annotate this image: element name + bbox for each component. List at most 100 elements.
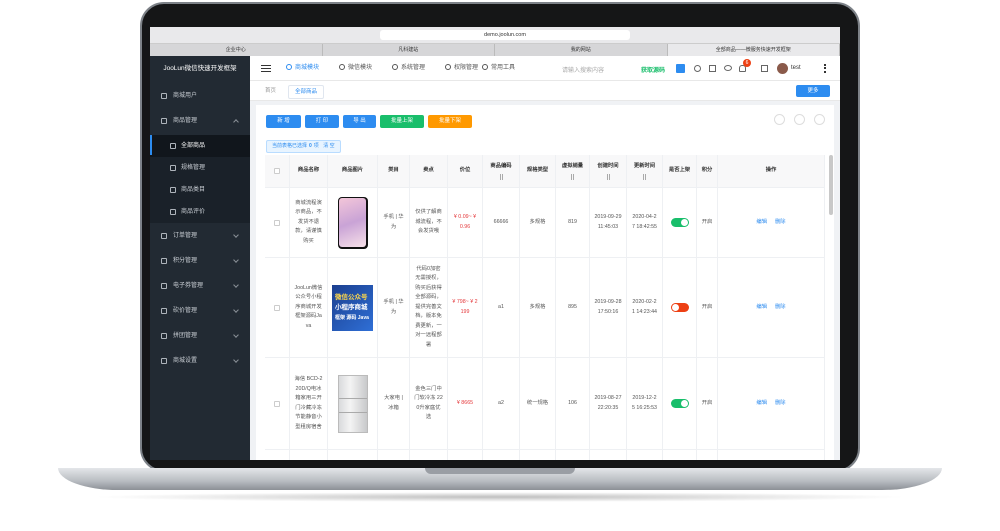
menu-item[interactable]: 电子券管理 [150,276,250,296]
sort-icon[interactable] [643,173,646,180]
chevron [233,119,239,125]
delete-link[interactable]: 删除 [775,218,786,225]
sales: 895 [568,303,577,310]
module-link[interactable]: 权限管理 [445,56,478,81]
table-cell: 895 [556,258,590,358]
menu-toggle[interactable] [261,65,271,72]
url-bar[interactable]: demo.joolun.com [380,30,630,40]
menu-item[interactable]: 拼团管理 [150,326,250,346]
chevron [233,257,239,263]
laptop-shadow [90,492,910,502]
sidebar: JooLun微信快速开发框架 商城用户 商品管理 全部商品 规格管理 商品类目 商品评价订… [150,56,250,460]
toolbar-button[interactable]: 批量上架 [380,115,424,128]
notification[interactable] [739,65,746,72]
table-cell: 开启 [697,358,718,450]
table-cell: 大家电 | 冰箱 [378,358,410,450]
module-link[interactable]: 常用工具 [482,56,515,81]
browser-tab[interactable]: 凡科建站 [323,44,495,56]
menu-item[interactable]: 商品管理 [150,111,250,131]
submenu-item[interactable]: 商品评价 [150,201,250,223]
icon[interactable] [694,65,701,72]
clear-link[interactable]: 清 空 [323,143,335,149]
density-button[interactable] [794,114,805,125]
name: 商城流程演示商品，不发货不退款，请谨慎购买 [295,199,322,244]
header-cell: 虚拟销量 [556,155,590,188]
module-link[interactable]: 微信模块 [339,56,372,81]
chevron [233,357,239,363]
delete-link[interactable]: 删除 [775,399,786,406]
checkbox[interactable] [274,219,280,226]
more-button[interactable]: 更多 [796,85,830,97]
selection-unit: 项 [313,143,319,149]
sales: 106 [568,399,577,406]
table-cell: 代码0加密无需授权，购买后获得全部源码，提供完善文档，版本免费更新，一对一远程部… [410,258,448,358]
menu-icon [170,209,176,215]
search-input[interactable]: 请输入搜索内容 [562,68,605,74]
table-cell: JooLun微信公众号小程序商城开发框架源码Java [290,258,328,358]
column-title: 卖点 [423,167,434,174]
sort-icon[interactable] [499,173,503,180]
page-tab[interactable]: 首页 [265,88,277,94]
menu-item[interactable]: 积分管理 [150,251,250,271]
status-toggle[interactable] [670,303,689,312]
submenu-item[interactable]: 全部商品 [150,135,250,157]
edit-link[interactable]: 编辑 [756,399,767,406]
submenu-item[interactable]: 规格管理 [150,157,250,179]
source-button[interactable]: 获取源码 [641,68,666,74]
points-status: 开启 [701,399,713,406]
user-name[interactable]: test [791,65,801,71]
browser-tab[interactable]: 全部商品——微服务快速开发框架 [667,44,840,56]
icon[interactable] [709,65,716,72]
page-tab[interactable]: 全部商品 [288,85,325,99]
edit-link[interactable]: 编辑 [756,303,767,310]
column-title: 价位 [459,167,471,174]
fullscreen[interactable] [761,65,768,72]
table-cell: 开启 [697,258,718,358]
menu-item[interactable]: 商城设置 [150,351,250,371]
edit-link[interactable]: 编辑 [756,218,767,225]
toolbar-button[interactable]: 导 出 [343,115,376,128]
browser-tab[interactable]: 企业中心 [150,44,323,56]
table-cell: 2019-09-28 17:50:16 [590,258,627,358]
menu-item[interactable]: 商城用户 [150,86,250,106]
created: 2019-08-27 22:20:35 [594,395,622,411]
refresh-button[interactable] [774,114,785,125]
menu-label: 商城设置 [173,358,198,364]
module-link[interactable]: 系统管理 [392,56,425,81]
toolbar-button[interactable]: 批量下架 [428,115,472,128]
column-title: 商品图片 [341,167,364,174]
module-link[interactable]: 商城模块 [286,56,319,81]
table-cell: VIOMI云 [290,450,328,460]
status-toggle[interactable] [670,399,689,408]
selection-count: 0 [309,143,312,149]
checkbox[interactable] [274,168,280,174]
status-toggle[interactable] [670,218,689,227]
submenu-item[interactable]: 商品类目 [150,179,250,201]
checkbox-cell [265,358,290,450]
sort-icon[interactable] [571,173,574,180]
checkbox[interactable] [274,400,280,407]
name: JooLun微信公众号小程序商城开发框架源码Java [294,284,323,329]
column-title: 规格类型 [526,167,549,174]
search-button[interactable] [814,114,825,125]
table-cell: 2019-09-29 11:45:03 [590,188,627,258]
checkbox[interactable] [274,304,280,311]
page-tabs: 更多 首页 全部商品 [250,81,840,101]
delete-link[interactable]: 删除 [775,303,786,310]
menu-item[interactable]: 砍价管理 [150,301,250,321]
icon[interactable] [724,65,732,71]
browser-tab[interactable]: 我的网站 [495,44,668,56]
toolbar-button[interactable]: 打 印 [305,115,339,128]
icon[interactable] [676,64,685,73]
table-cell [328,450,378,460]
module-label: 微信模块 [348,65,373,71]
toolbar-button[interactable]: 新 增 [266,115,301,128]
updated: 2019-12-25 16:25:53 [631,395,658,411]
menu-item[interactable]: 订单管理 [150,226,250,246]
table-cell [627,450,663,460]
avatar[interactable] [777,63,788,74]
sort-icon[interactable] [606,173,610,180]
table-cell: ¥ 8665 [448,358,483,450]
more-icon[interactable] [824,64,828,73]
